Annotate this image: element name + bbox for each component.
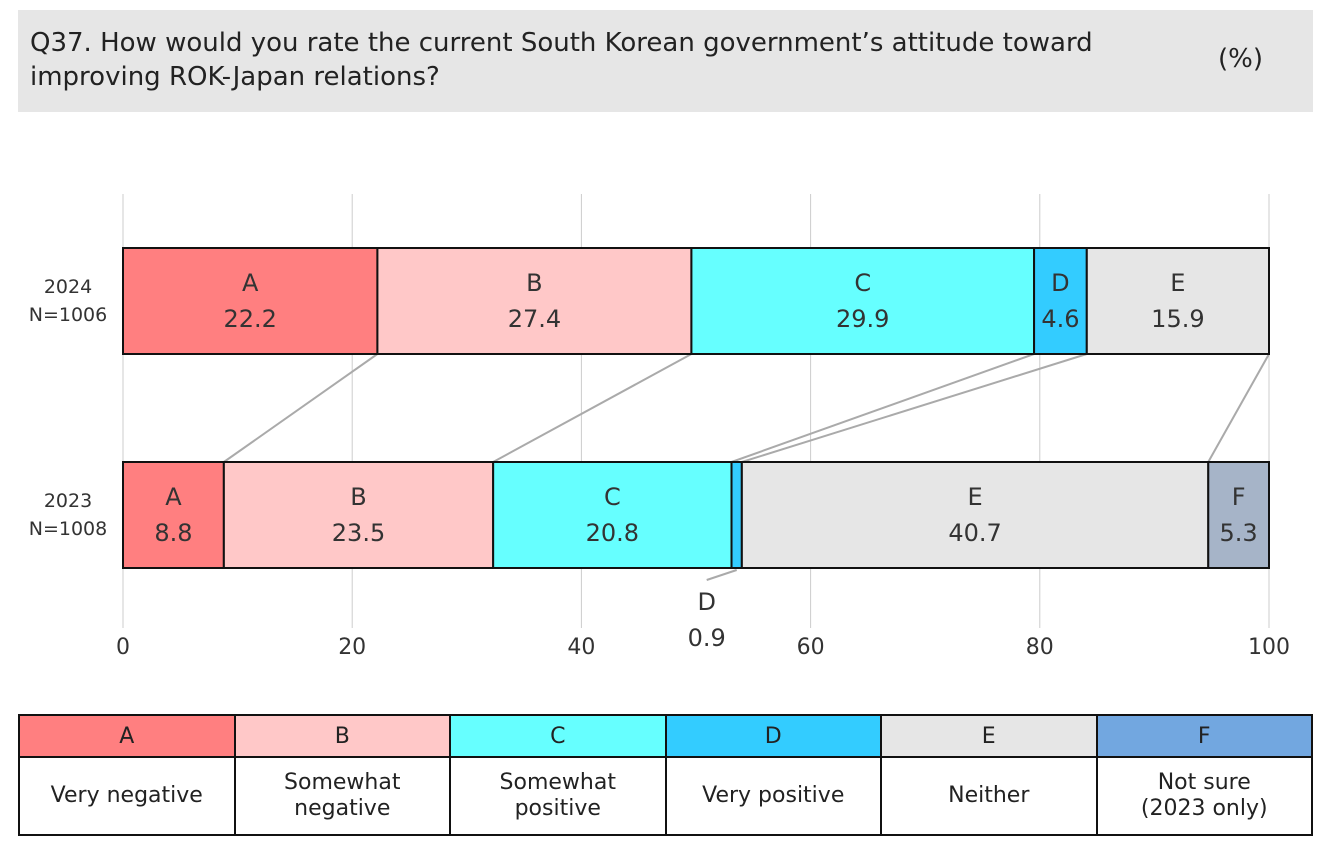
bar-2024-c bbox=[690, 247, 1036, 355]
bar-2024-a-code-label: A bbox=[242, 269, 259, 297]
bar-2024-c-value-label: 29.9 bbox=[836, 305, 889, 333]
connector-line-0 bbox=[223, 353, 378, 463]
bar-2024-b-value-label: 27.4 bbox=[508, 305, 561, 333]
bar-2023-d-code-label: D bbox=[697, 588, 715, 616]
x-tick-label-20: 20 bbox=[338, 635, 366, 660]
connector-line-4 bbox=[1207, 353, 1270, 463]
bar-2024-a bbox=[122, 247, 379, 355]
row-label-2023: 2023 bbox=[44, 490, 92, 512]
bar-2023-b bbox=[222, 461, 495, 569]
bar-2023-f bbox=[1207, 461, 1270, 569]
legend-desc-b-cell: Somewhat negative bbox=[233, 756, 451, 836]
legend-desc-e: Neither bbox=[948, 783, 1030, 808]
legend-desc-b: Somewhat negative bbox=[284, 770, 401, 821]
bar-2024-b-code-label: B bbox=[526, 269, 542, 297]
bar-2023-b-value-label: 23.5 bbox=[332, 519, 385, 547]
legend-desc-c-cell: Somewhat positive bbox=[449, 756, 667, 836]
bar-2024-e-value-label: 15.9 bbox=[1151, 305, 1204, 333]
bar-2024-d-value-label: 4.6 bbox=[1041, 305, 1079, 333]
legend-codes-row: A B C D E F bbox=[18, 714, 1313, 758]
legend-desc-d-cell: Very positive bbox=[664, 756, 882, 836]
connector-line-3 bbox=[741, 353, 1088, 463]
legend-desc-a: Very negative bbox=[50, 783, 203, 808]
legend-code-f: F bbox=[1095, 714, 1313, 758]
legend-code-a: A bbox=[18, 714, 236, 758]
bar-2024-c-code-label: C bbox=[854, 269, 871, 297]
legend-code-b: B bbox=[233, 714, 451, 758]
bar-2023-c-code-label: C bbox=[604, 483, 621, 511]
bar-2024-a-value-label: 22.2 bbox=[223, 305, 276, 333]
bar-2024-e-code-label: E bbox=[1170, 269, 1185, 297]
question-header: Q37. How would you rate the current Sout… bbox=[18, 10, 1313, 112]
legend-desc-e-cell: Neither bbox=[880, 756, 1098, 836]
connector-line-2 bbox=[731, 353, 1035, 463]
bar-2023-e-code-label: E bbox=[967, 483, 982, 511]
question-text: Q37. How would you rate the current Sout… bbox=[30, 28, 1093, 92]
x-tick-label-0: 0 bbox=[116, 635, 130, 660]
connector-line-1 bbox=[492, 353, 692, 463]
legend-desc-c: Somewhat positive bbox=[499, 770, 616, 821]
bar-2024-e bbox=[1085, 247, 1271, 355]
legend-code-c: C bbox=[449, 714, 667, 758]
bar-2024-d bbox=[1033, 247, 1088, 355]
bar-2023-a bbox=[122, 461, 225, 569]
bar-2023-d-callout-line bbox=[706, 569, 737, 581]
legend-code-d: D bbox=[664, 714, 882, 758]
bar-2023-d-value-label: 0.9 bbox=[688, 624, 726, 652]
bar-2024-b bbox=[376, 247, 693, 355]
bar-2023-e bbox=[740, 461, 1210, 569]
legend-desc-a-cell: Very negative bbox=[18, 756, 236, 836]
unit-label: (%) bbox=[1218, 44, 1263, 74]
legend-desc-f: Not sure (2023 only) bbox=[1140, 770, 1268, 821]
legend-desc-row: Very negative Somewhat negative Somewhat… bbox=[18, 756, 1313, 836]
bar-2023-c bbox=[492, 461, 733, 569]
bar-2023-e-value-label: 40.7 bbox=[948, 519, 1001, 547]
bar-2024-d-code-label: D bbox=[1051, 269, 1069, 297]
x-tick-label-40: 40 bbox=[567, 635, 595, 660]
legend-desc-d: Very positive bbox=[702, 783, 845, 808]
bar-2023-b-code-label: B bbox=[350, 483, 366, 511]
legend-code-e: E bbox=[880, 714, 1098, 758]
bar-2023-a-code-label: A bbox=[165, 483, 182, 511]
bar-2023-f-code-label: F bbox=[1232, 483, 1246, 511]
legend-desc-f-cell: Not sure (2023 only) bbox=[1095, 756, 1313, 836]
x-tick-label-60: 60 bbox=[797, 635, 825, 660]
row-n-label-2024: N=1006 bbox=[29, 304, 108, 326]
x-tick-label-80: 80 bbox=[1026, 635, 1054, 660]
row-n-label-2023: N=1008 bbox=[29, 518, 108, 540]
stacked-bar-chart: 0 20 40 60 80 100 2024 N=1006 A 22.2 B 27.4 C 29.9 D 4.… bbox=[29, 194, 1290, 660]
bar-2023-c-value-label: 20.8 bbox=[586, 519, 639, 547]
bar-2023-d bbox=[730, 461, 743, 569]
bar-2023-a-value-label: 8.8 bbox=[154, 519, 192, 547]
x-tick-label-100: 100 bbox=[1248, 635, 1290, 660]
row-label-2024: 2024 bbox=[44, 276, 92, 298]
bar-2023-f-value-label: 5.3 bbox=[1220, 519, 1258, 547]
legend-table: A B C D E F Very negative Somewhat negat… bbox=[18, 714, 1313, 836]
